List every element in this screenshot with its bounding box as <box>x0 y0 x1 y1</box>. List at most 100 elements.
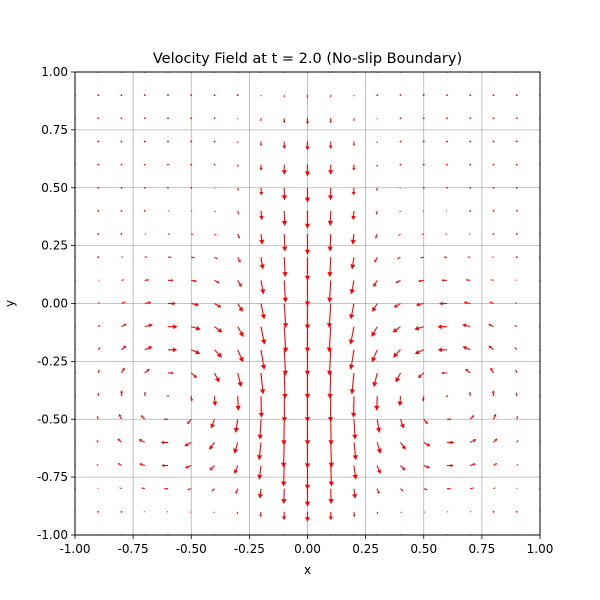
field-arrow <box>141 487 145 490</box>
field-arrow <box>167 301 176 306</box>
field-arrow <box>97 163 100 166</box>
field-arrow <box>516 487 518 490</box>
field-arrow <box>372 372 378 388</box>
field-arrow <box>515 369 518 374</box>
field-arrow <box>376 141 378 144</box>
field-arrow <box>283 95 285 98</box>
field-arrow <box>98 279 100 281</box>
field-arrow <box>400 488 404 492</box>
field-arrow <box>214 326 223 333</box>
field-arrow <box>120 210 123 212</box>
field-arrow <box>445 210 448 212</box>
field-arrow <box>469 186 472 189</box>
field-arrow <box>423 418 429 425</box>
field-arrow <box>166 511 169 513</box>
field-arrow <box>257 488 263 499</box>
y-axis-ticks: -1.00 -0.75 -0.50 -0.25 0.00 0.25 0.50 0.75 1.00 <box>37 65 75 542</box>
field-arrow <box>400 442 406 450</box>
field-arrow <box>120 94 123 97</box>
field-arrow <box>327 349 333 376</box>
field-arrow <box>306 95 309 99</box>
field-arrow <box>143 186 146 189</box>
field-arrow <box>328 465 334 487</box>
x-tick-label: -0.25 <box>234 542 265 556</box>
field-arrow <box>190 117 193 120</box>
field-arrow <box>213 140 216 143</box>
field-arrow <box>259 187 264 196</box>
field-arrow <box>281 442 287 468</box>
field-arrow <box>397 256 401 260</box>
field-arrow <box>304 280 311 307</box>
field-arrow <box>191 349 201 355</box>
field-arrow <box>214 187 216 189</box>
field-arrow <box>259 210 264 221</box>
field-arrow <box>191 210 193 212</box>
field-arrow <box>281 164 287 175</box>
field-arrow <box>348 349 355 370</box>
field-arrow <box>414 325 424 331</box>
field-arrow <box>376 488 380 495</box>
field-arrow <box>492 186 495 189</box>
field-arrow <box>492 210 495 212</box>
field-arrow <box>374 396 380 411</box>
field-arrow <box>120 510 123 513</box>
field-arrow <box>97 392 100 397</box>
field-arrow <box>393 303 401 308</box>
field-arrow <box>304 372 311 399</box>
field-arrow <box>144 278 150 282</box>
field-arrow <box>491 256 494 258</box>
field-arrow <box>190 94 193 97</box>
field-arrow <box>352 488 358 499</box>
field-arrow <box>492 233 495 235</box>
field-arrow <box>399 140 402 143</box>
field-arrow <box>399 94 402 97</box>
field-arrow <box>97 510 100 513</box>
field-arrow <box>492 94 495 97</box>
field-arrow <box>397 396 403 407</box>
field-arrow <box>516 464 519 466</box>
field-arrow <box>214 303 222 308</box>
field-arrow <box>352 465 358 480</box>
field-arrow <box>443 256 448 259</box>
field-arrow <box>330 95 332 98</box>
field-arrow <box>376 118 378 120</box>
x-axis-ticks: -1.00 -0.75 -0.50 -0.25 0.00 0.25 0.50 0.75 1.00 <box>59 535 553 556</box>
field-arrow <box>423 465 431 469</box>
field-arrow <box>446 186 448 189</box>
y-tick-label: -0.25 <box>37 354 68 368</box>
field-arrow <box>213 94 216 97</box>
x-tick-label: 0.75 <box>469 542 496 556</box>
field-arrow <box>282 280 288 303</box>
field-arrow <box>161 463 169 468</box>
field-arrow <box>470 463 476 467</box>
field-arrow <box>235 488 239 495</box>
field-arrow <box>237 141 239 144</box>
field-arrow <box>417 372 425 379</box>
field-arrow <box>214 256 218 260</box>
y-tick-label: -0.50 <box>37 412 68 426</box>
field-arrow <box>469 140 472 143</box>
field-arrow <box>214 372 220 383</box>
field-arrow <box>515 510 518 513</box>
field-arrow <box>392 326 401 333</box>
field-arrow <box>469 163 472 166</box>
field-arrow <box>191 325 201 331</box>
field-arrow <box>492 510 495 513</box>
field-arrow <box>304 187 311 203</box>
field-arrow <box>304 419 311 446</box>
field-arrow <box>233 419 239 433</box>
field-arrow <box>422 140 425 143</box>
field-arrow <box>465 278 471 282</box>
field-arrow <box>423 488 428 491</box>
field-arrow <box>143 94 146 97</box>
field-arrow <box>167 163 169 166</box>
field-arrow <box>328 488 334 505</box>
field-arrow <box>117 438 122 443</box>
field-arrow <box>282 511 287 521</box>
x-tick-label: -0.50 <box>176 542 207 556</box>
field-arrow <box>167 395 169 397</box>
field-arrow <box>237 187 239 192</box>
field-arrow <box>237 326 244 337</box>
field-arrow <box>281 396 288 423</box>
field-arrow <box>515 256 518 259</box>
